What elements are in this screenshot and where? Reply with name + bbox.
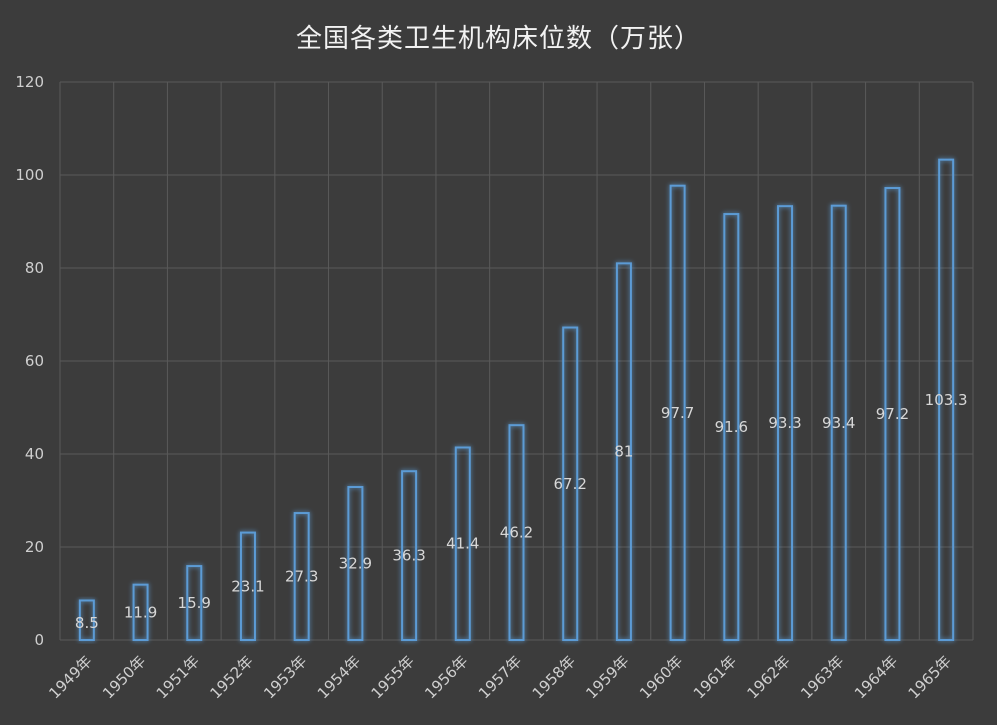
x-tick-label: 1949年	[45, 652, 95, 702]
data-label: 32.9	[339, 555, 372, 573]
data-label: 81	[614, 443, 633, 461]
x-tick-label: 1957年	[475, 652, 525, 702]
data-label: 93.3	[768, 414, 801, 432]
y-tick-label: 80	[25, 259, 44, 277]
bar	[186, 565, 203, 641]
data-label: 15.9	[178, 594, 211, 612]
data-label: 8.5	[75, 614, 99, 632]
bar	[669, 184, 686, 641]
x-tick-label: 1961年	[690, 652, 740, 702]
data-label: 97.7	[661, 404, 694, 422]
y-tick-label: 40	[25, 445, 44, 463]
data-label: 97.2	[876, 405, 909, 423]
y-tick-label: 60	[25, 352, 44, 370]
x-tick-label: 1959年	[582, 652, 632, 702]
bar	[239, 531, 256, 642]
bar	[454, 446, 471, 641]
x-tick-label: 1955年	[368, 652, 418, 702]
y-tick-label: 20	[25, 538, 44, 556]
bar	[401, 470, 418, 641]
x-tick-label: 1952年	[206, 652, 256, 702]
bar	[884, 187, 901, 642]
bar	[508, 424, 525, 642]
data-label: 67.2	[554, 475, 587, 493]
x-tick-label: 1951年	[153, 652, 203, 702]
data-label: 23.1	[231, 577, 264, 595]
bar	[132, 583, 149, 641]
y-tick-label: 120	[15, 73, 44, 91]
data-label: 103.3	[925, 391, 968, 409]
bar	[293, 512, 310, 641]
bar	[562, 326, 579, 641]
x-tick-label: 1962年	[744, 652, 794, 702]
x-tick-label: 1954年	[314, 652, 364, 702]
labels: 0 20 40 60 80 100 120 8.5 1949年 11.9 1950年 15.9 1951…	[15, 73, 967, 702]
bars	[78, 158, 955, 642]
bar	[615, 262, 632, 641]
x-tick-label: 1956年	[421, 652, 471, 702]
x-tick-label: 1958年	[529, 652, 579, 702]
x-tick-label: 1960年	[636, 652, 686, 702]
y-tick-label: 0	[34, 631, 44, 649]
data-label: 93.4	[822, 414, 855, 432]
x-tick-label: 1964年	[851, 652, 901, 702]
bar	[938, 158, 955, 641]
x-tick-label: 1965年	[905, 652, 955, 702]
data-label: 36.3	[392, 547, 425, 565]
data-label: 91.6	[715, 418, 748, 436]
y-tick-label: 100	[15, 166, 44, 184]
bar	[777, 205, 794, 641]
bar	[723, 213, 740, 641]
data-label: 41.4	[446, 535, 479, 553]
data-label: 46.2	[500, 524, 533, 542]
x-tick-label: 1950年	[99, 652, 149, 702]
data-label: 27.3	[285, 568, 318, 586]
bar	[347, 486, 364, 642]
grid	[59, 81, 974, 641]
chart-title: 全国各类卫生机构床位数（万张）	[295, 24, 701, 54]
x-tick-label: 1953年	[260, 652, 310, 702]
bar	[78, 599, 95, 641]
bar	[830, 204, 847, 641]
data-label: 11.9	[124, 603, 157, 621]
x-tick-label: 1963年	[797, 652, 847, 702]
